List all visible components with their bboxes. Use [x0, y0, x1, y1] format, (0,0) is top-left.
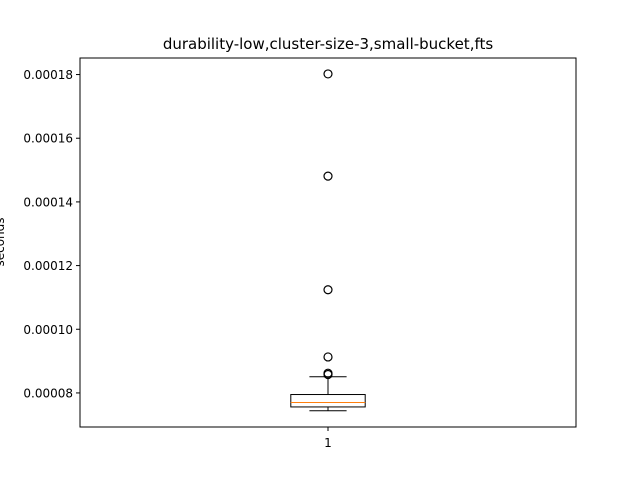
iqr-box: [290, 394, 366, 408]
x-tick-label: 1: [324, 436, 332, 450]
outlier-point: [323, 69, 333, 79]
y-tick-label: 0.00010: [23, 323, 73, 337]
chart-title: durability-low,cluster-size-3,small-buck…: [163, 35, 494, 53]
box-plot-1: [290, 69, 366, 412]
y-tick-label: 0.00008: [23, 386, 73, 400]
y-tick-label: 0.00012: [23, 259, 73, 273]
y-tick-label: 0.00016: [23, 132, 73, 146]
outlier-point: [323, 285, 333, 295]
y-axis-ticks: 0.00008 0.00010 0.00012 0.00014 0.00016 0.000…: [23, 68, 80, 400]
box-series: [290, 69, 366, 412]
outlier-point: [323, 171, 333, 181]
y-tick-label: 0.00018: [23, 68, 73, 82]
outlier-point: [323, 368, 333, 378]
y-axis-label: seconds: [0, 217, 7, 266]
y-tick-label: 0.00014: [23, 195, 73, 209]
x-axis-ticks: 1: [324, 427, 332, 450]
plot-frame: [79, 57, 577, 428]
outlier-point: [323, 352, 333, 362]
